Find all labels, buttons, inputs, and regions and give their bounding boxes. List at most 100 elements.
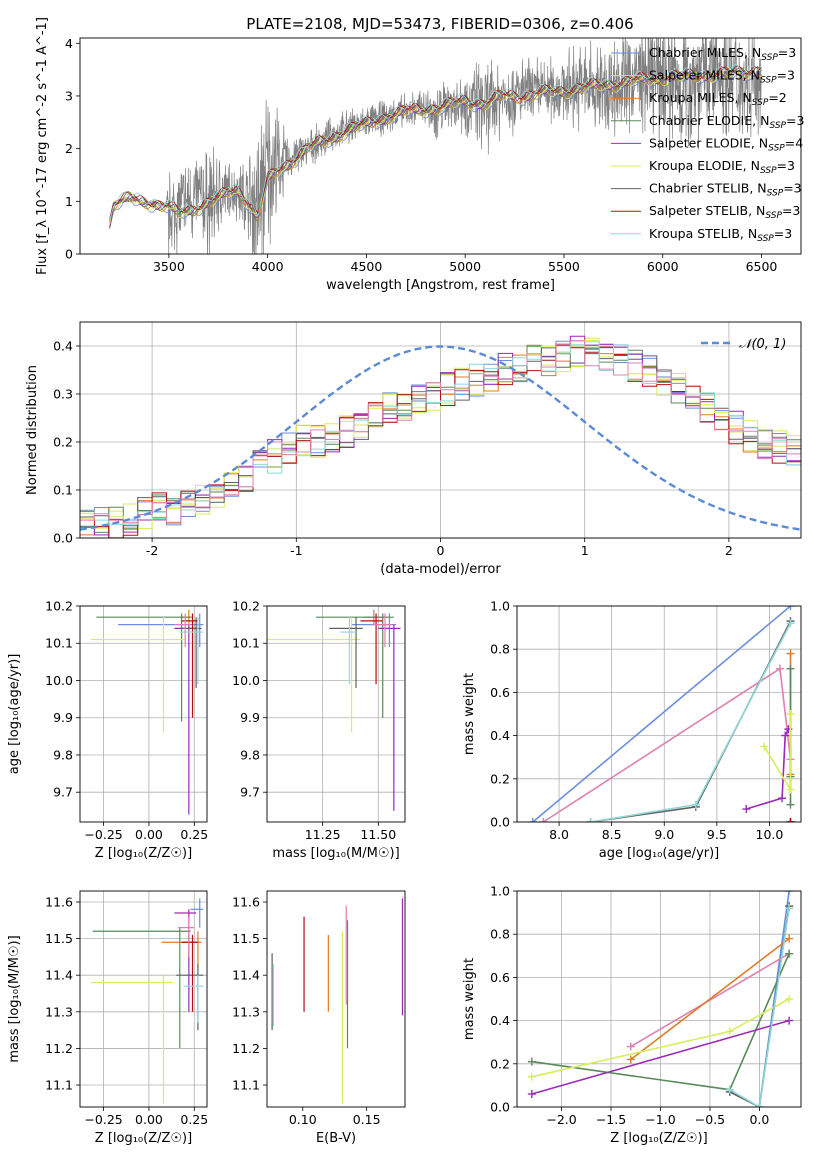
- x-tick-label: 5500: [548, 259, 580, 274]
- data-point-marker: [785, 904, 794, 913]
- y-tick-label: 11.4: [232, 968, 260, 983]
- data-point-marker: [786, 619, 795, 628]
- y-tick-label: 0.8: [490, 642, 510, 657]
- y-tick-label: 10.1: [45, 636, 73, 651]
- y-tick-label: 0.4: [490, 1013, 510, 1028]
- legend-suffix: =4: [785, 135, 803, 150]
- y-tick-label: 0.0: [53, 531, 73, 546]
- axes-frame: [79, 37, 802, 255]
- legend-name: Chabrier ELODIE, N: [649, 113, 769, 128]
- x-tick-label: 8.5: [602, 827, 622, 842]
- legend-subscript: SSP: [760, 76, 777, 86]
- data-point-marker: [786, 649, 795, 658]
- axes-frame: [266, 605, 406, 823]
- data-point-marker: [626, 1042, 635, 1051]
- legend-label: Chabrier MILES, NSSP=3: [649, 45, 796, 63]
- chart-mass-vs-extinction: 0.10 0.15 11.1 11.2 11.3 11.4 11.5 11.6 E(B-V): [232, 890, 406, 1146]
- axes-frame: [79, 321, 802, 539]
- x-axis-label: E(B-V): [316, 1131, 356, 1146]
- y-tick-label: 11.5: [45, 931, 73, 946]
- data-point-marker: [786, 785, 795, 794]
- data-point-marker: [786, 664, 795, 673]
- y-tick-label: 1.0: [490, 599, 510, 614]
- x-tick-label: 0.15: [353, 1112, 381, 1127]
- plot-area: [80, 335, 801, 538]
- x-tick-label: 0.25: [180, 827, 208, 842]
- data-point-marker: [528, 818, 537, 822]
- plot-area: [527, 891, 794, 1107]
- y-tick-label: 0.1: [53, 483, 73, 498]
- legend-subscript: SSP: [757, 234, 774, 244]
- x-tick-label: 1: [581, 543, 589, 558]
- y-tick-label: 11.3: [45, 1004, 73, 1019]
- legend-suffix: =3: [782, 203, 800, 218]
- model-spectrum-line: [109, 65, 762, 220]
- y-tick-label: 10.0: [232, 673, 260, 688]
- x-tick-label: 9.5: [707, 827, 727, 842]
- legend-name: Salpeter MILES, N: [649, 68, 760, 83]
- figure-title: PLATE=2108, MJD=53473, FIBERID=0306, z=0…: [246, 15, 633, 33]
- legend-subscript: SSP: [769, 121, 786, 131]
- legend-name: Kroupa ELODIE, N: [649, 158, 760, 173]
- y-tick-label: 11.1: [45, 1078, 73, 1093]
- legend-label: Kroupa MILES, NSSP=2: [649, 90, 787, 108]
- chart-age-vs-mass: 11.25 11.50 9.7 9.8 9.9 10.0 10.1 10.2 mass [log…: [232, 599, 406, 861]
- x-axis-label: Z [log₁₀(Z/Z☉)]: [95, 1131, 192, 1146]
- legend-label: Kroupa STELIB, NSSP=3: [649, 226, 792, 244]
- x-axis-label: mass [log₁₀(M/M☉)]: [272, 846, 399, 861]
- plot-area: [528, 606, 795, 822]
- y-tick-label: 11.6: [45, 894, 73, 909]
- data-point-marker: [539, 818, 548, 822]
- x-tick-label: -2: [146, 543, 158, 558]
- data-point-marker: [755, 1103, 764, 1107]
- legend-suffix: =3: [777, 68, 795, 83]
- legend-name: Chabrier STELIB, N: [649, 181, 767, 196]
- x-tick-label: 0: [437, 543, 445, 558]
- data-point-marker: [786, 606, 795, 610]
- mass-weight-line: [630, 937, 790, 1061]
- y-tick-label: 0.6: [490, 685, 510, 700]
- chart-mass-weight-vs-metallicity: −2.0 −1.5 −1.0 −0.5 0.0 0.0 0.2 0.4 0.6 0.8 1.0 Z […: [462, 884, 802, 1146]
- x-tick-label: 0.10: [289, 1112, 317, 1127]
- data-point-marker: [785, 934, 794, 943]
- y-tick-label: 9.8: [53, 747, 73, 762]
- data-point-marker: [691, 800, 700, 809]
- y-tick-label: 0.0: [490, 1100, 510, 1115]
- legend-subscript: SSP: [768, 143, 785, 153]
- x-tick-label: 10.0: [756, 827, 784, 842]
- mass-weight-line: [729, 908, 790, 1107]
- x-tick-label: 6500: [746, 259, 778, 274]
- x-tick-label: 9.0: [654, 827, 674, 842]
- legend-label: Chabrier ELODIE, NSSP=3: [649, 113, 804, 131]
- plot-area: [267, 609, 401, 811]
- data-point-marker: [760, 742, 769, 751]
- x-axis-label: Z [log₁₀(Z/Z☉)]: [95, 846, 192, 861]
- y-tick-label: 0.3: [53, 387, 73, 402]
- chart-age-vs-metallicity: −0.25 0.00 0.25 9.7 9.8 9.9 10.0 10.1 10.2 Z [log…: [7, 599, 208, 862]
- legend-suffix: =3: [774, 226, 792, 241]
- data-point-marker: [775, 664, 784, 673]
- y-tick-label: 0: [65, 247, 73, 262]
- data-point-marker: [785, 891, 794, 895]
- y-tick-label: 0.6: [490, 970, 510, 985]
- data-point-marker: [586, 818, 595, 822]
- x-axis-label: wavelength [Angstrom, rest frame]: [326, 278, 555, 293]
- legend-subscript: SSP: [761, 53, 778, 63]
- mass-weight-line: [630, 952, 790, 1048]
- x-axis-label: (data-model)/error: [380, 562, 501, 577]
- axes-frame: [516, 605, 802, 823]
- model-spectrum-line: [109, 64, 762, 221]
- x-tick-label: 4500: [351, 259, 383, 274]
- legend-subscript: SSP: [765, 211, 782, 221]
- legend-subscript: SSP: [760, 166, 777, 176]
- x-tick-label: 0.0: [749, 1112, 769, 1127]
- y-tick-label: 11.2: [232, 1041, 260, 1056]
- plot-area: [271, 898, 404, 1104]
- data-point-marker: [527, 1072, 536, 1081]
- legend-label: Salpeter ELODIE, NSSP=4: [649, 135, 803, 153]
- y-axis-label: mass weight: [462, 673, 477, 755]
- x-tick-label: -1: [290, 543, 302, 558]
- y-tick-label: 2: [65, 141, 73, 156]
- data-point-marker: [785, 1016, 794, 1025]
